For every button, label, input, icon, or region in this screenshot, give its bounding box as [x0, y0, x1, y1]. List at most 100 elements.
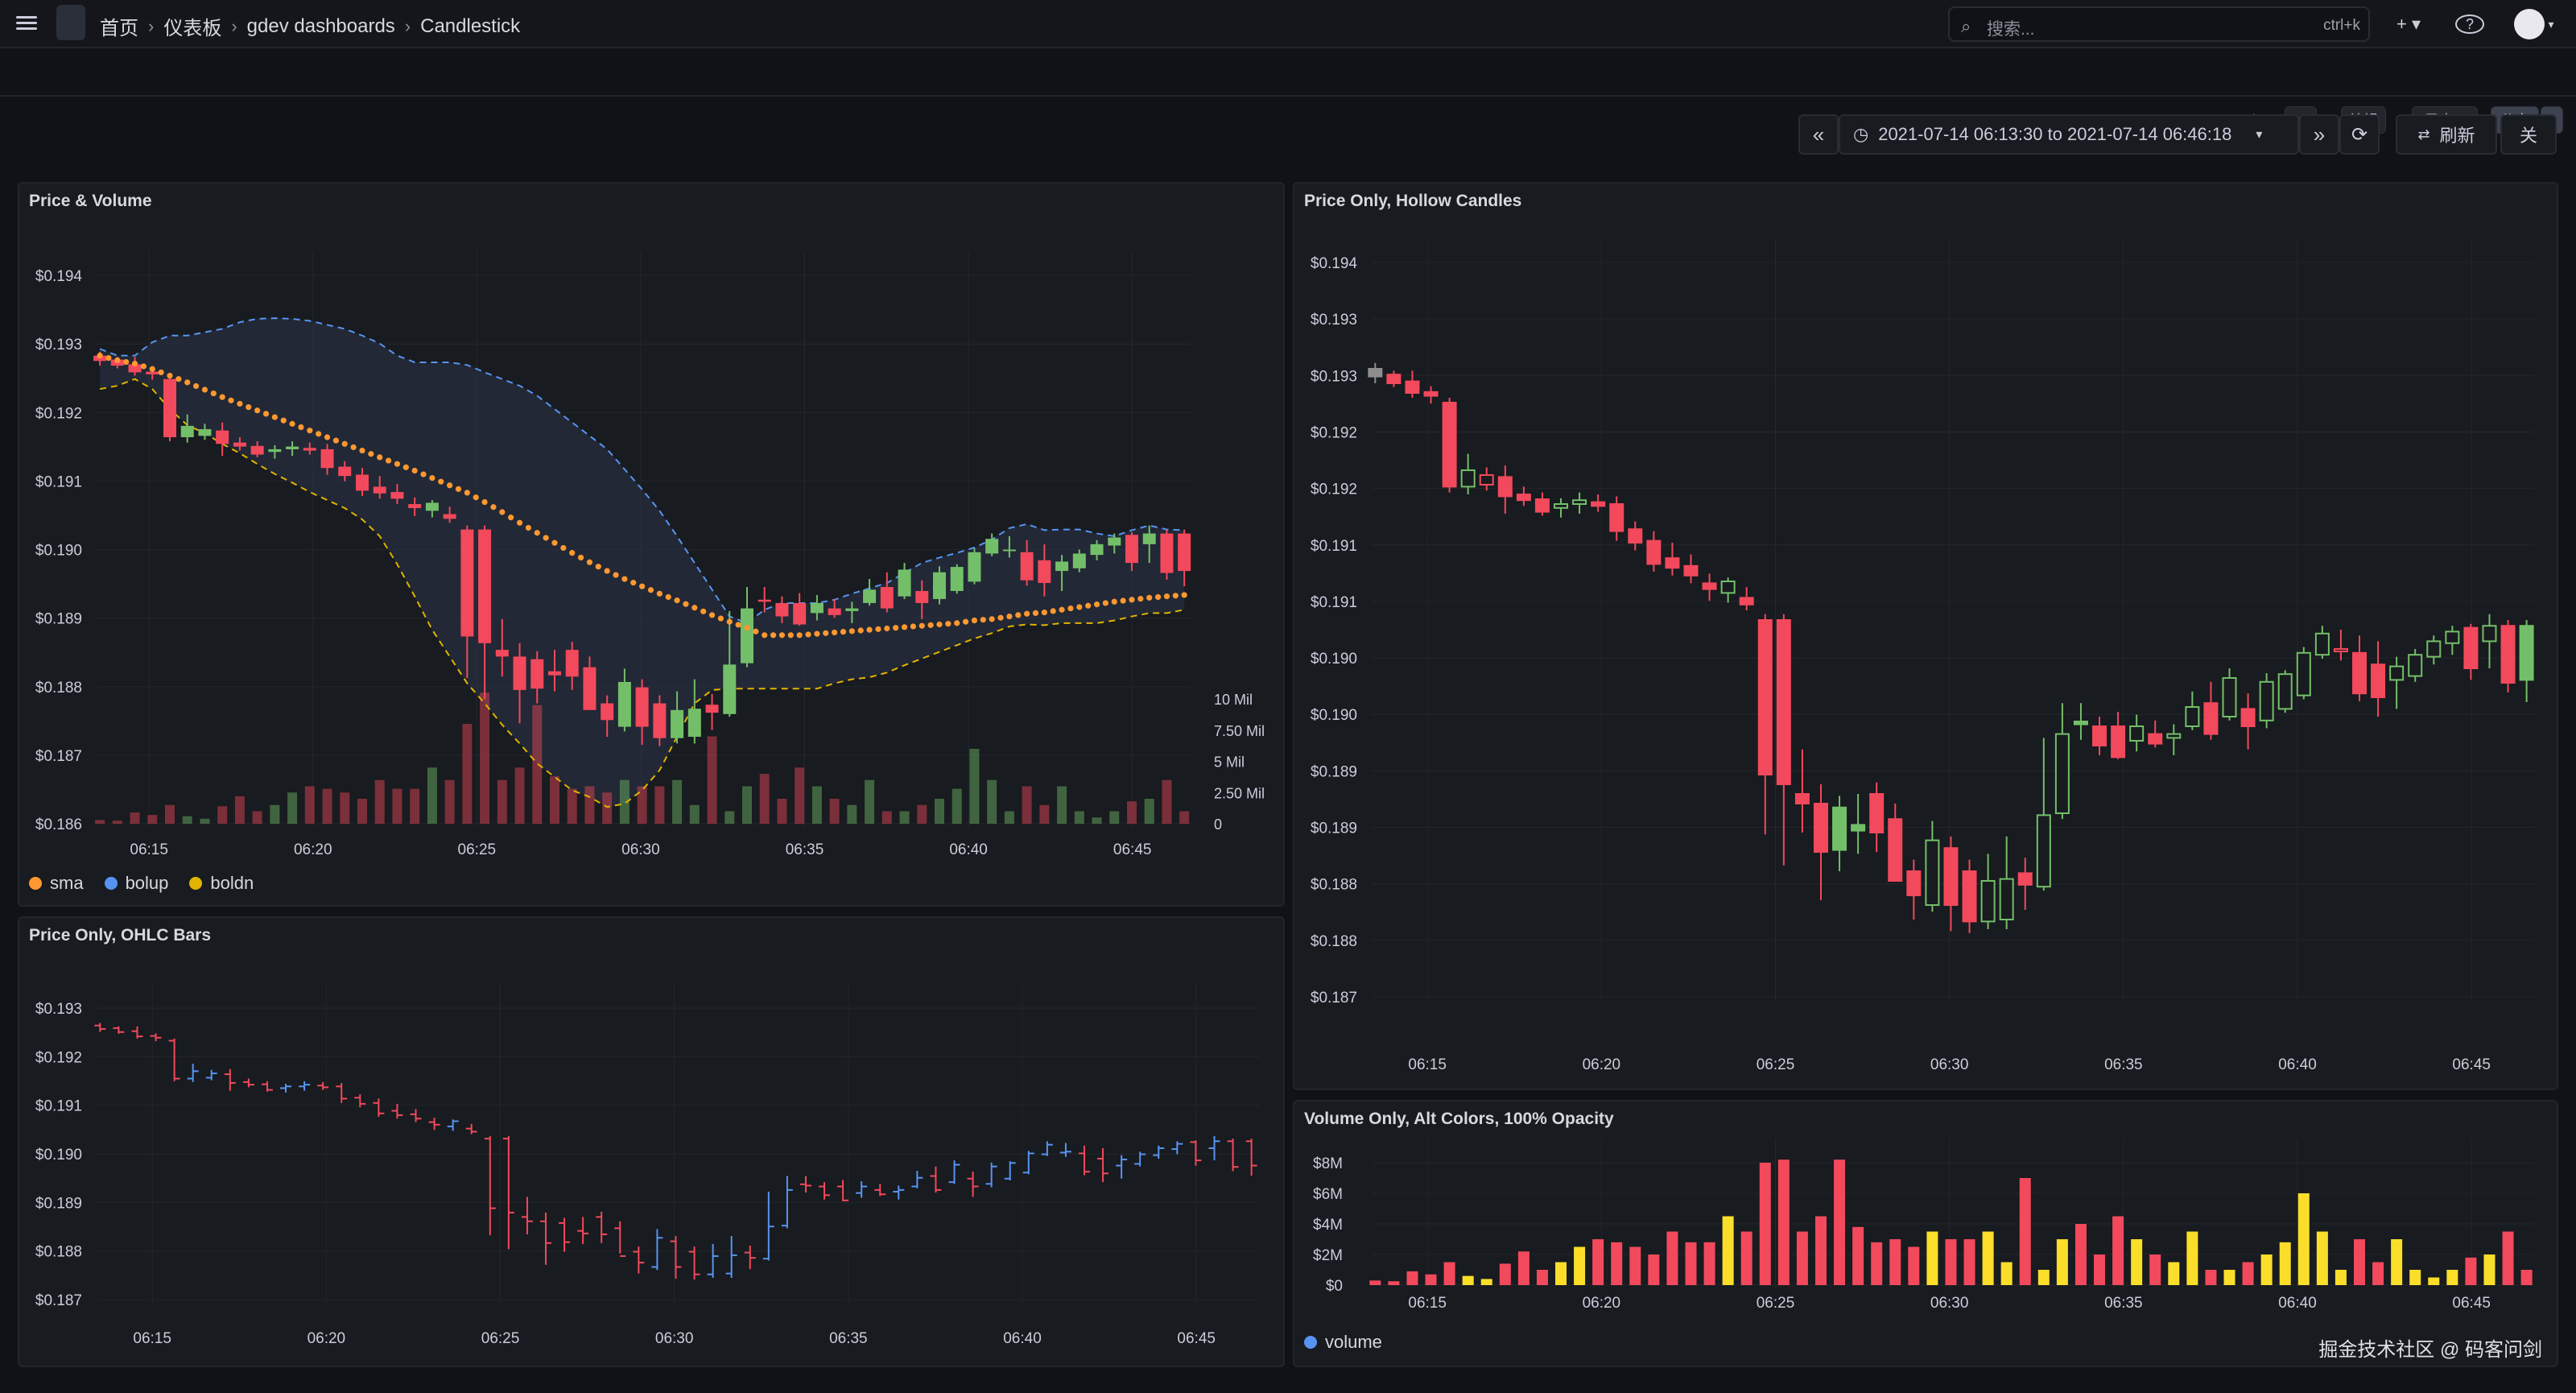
volume-axis-label: 5 Mil	[1214, 754, 1245, 771]
help-icon[interactable]: ?	[2455, 14, 2484, 34]
sma-point	[341, 440, 348, 447]
hollow-candle	[1999, 878, 2014, 920]
filled-candle	[1646, 539, 1662, 565]
volume-bar	[1004, 811, 1014, 824]
add-new-button[interactable]: + ▾	[2396, 14, 2421, 34]
time-range-picker[interactable]: ◷ 2021-07-14 06:13:30 to 2021-07-14 06:4…	[1839, 114, 2299, 155]
volume-bar	[217, 806, 228, 824]
filled-candle	[1757, 619, 1773, 775]
sma-point	[131, 361, 138, 367]
legend-swatch	[104, 877, 118, 890]
volume-bar	[865, 779, 875, 824]
volume-bar	[374, 779, 385, 824]
volume-bar	[2056, 1239, 2068, 1285]
sma-point	[377, 454, 383, 461]
volume-bar	[2279, 1242, 2291, 1285]
x-tick-label: 06:35	[829, 1330, 868, 1347]
sma-point	[534, 530, 540, 536]
sma-point	[1085, 602, 1092, 609]
x-tick-label: 06:25	[458, 841, 497, 858]
sma-point	[1163, 593, 1170, 600]
breadcrumb-folder[interactable]: gdev dashboards	[246, 14, 395, 37]
y-tick-label: $0.193	[35, 337, 82, 353]
sma-point	[875, 626, 881, 632]
zoom-icon[interactable]: ⟳	[2339, 114, 2380, 155]
sma-point	[1172, 593, 1179, 599]
x-tick-label: 06:30	[655, 1330, 694, 1347]
panel-volume-only[interactable]: Volume Only, Alt Colors, 100% Opacity $8…	[1293, 1100, 2558, 1367]
sma-point	[1102, 600, 1108, 606]
filled-candle	[1516, 494, 1531, 502]
sma-point	[394, 461, 401, 467]
y-tick-label: $0.188	[35, 680, 82, 696]
volume-bar	[287, 792, 298, 824]
candle-body	[1160, 533, 1174, 573]
search-placeholder: 搜索...	[1987, 20, 2035, 39]
sma-point	[1059, 606, 1065, 613]
sma-point	[717, 615, 724, 622]
sma-point	[1129, 597, 1135, 603]
candle-body	[286, 446, 299, 449]
legend-label: sma	[50, 873, 84, 893]
volume-bar	[881, 811, 892, 824]
volume-bar	[2131, 1239, 2143, 1285]
breadcrumb-dashboards[interactable]: 仪表板	[163, 18, 222, 39]
menu-icon[interactable]	[16, 13, 37, 34]
breadcrumb-home[interactable]: 首页	[100, 18, 138, 39]
chevron-right-icon: ›	[148, 15, 155, 36]
hollow-candle	[1720, 581, 1736, 594]
volume-bar	[2094, 1255, 2106, 1285]
user-menu[interactable]: ▾	[2512, 6, 2557, 42]
filled-candle	[1888, 818, 1903, 883]
panel-ohlc-bars[interactable]: Price Only, OHLC Bars $0.193 $0.192 $0.191…	[18, 916, 1285, 1367]
sma-point	[753, 628, 759, 634]
time-forward-button[interactable]: »	[2299, 114, 2339, 155]
refresh-button[interactable]: ⇄ 刷新	[2396, 114, 2497, 155]
volume-bar	[1852, 1226, 1864, 1285]
sma-point	[210, 390, 217, 397]
volume-bar	[1648, 1255, 1660, 1285]
candle-body	[1142, 533, 1156, 544]
panel-price-volume[interactable]: Price & Volume $0.194 $0.193 $0.192 $0.191 $…	[18, 182, 1285, 907]
volume-bar	[2372, 1262, 2384, 1285]
filled-candle	[1702, 582, 1717, 590]
legend-item-bolup[interactable]: bolup	[104, 873, 168, 894]
grafana-logo[interactable]	[56, 5, 85, 40]
refresh-interval-picker[interactable]: 关	[2500, 114, 2557, 155]
chart-legend: volume	[1304, 1332, 1382, 1353]
filled-candle	[2371, 663, 2386, 699]
candle-body	[268, 448, 282, 453]
volume-bar	[2223, 1270, 2235, 1285]
time-back-button[interactable]: «	[1798, 114, 1839, 155]
legend-label: volume	[1325, 1332, 1382, 1352]
volume-bar	[200, 818, 210, 824]
volume-bar	[619, 779, 630, 824]
y-tick-label: $0.193	[35, 1001, 82, 1018]
volume-bar	[2409, 1270, 2421, 1285]
volume-bar	[952, 788, 962, 824]
sma-point	[927, 622, 934, 628]
y-tick-label: $0	[1326, 1278, 1343, 1295]
sma-point	[447, 482, 453, 489]
legend-item-volume[interactable]: volume	[1304, 1332, 1382, 1353]
hollow-candle	[2389, 665, 2405, 681]
candle-body	[180, 425, 194, 437]
hollow-candle	[1554, 503, 1569, 509]
panel-hollow-candles[interactable]: Price Only, Hollow Candles $0.194 $0.193 $…	[1293, 182, 2558, 1090]
breadcrumb-current: Candlestick	[420, 14, 521, 37]
sma-point	[866, 626, 873, 633]
candle-body	[338, 466, 352, 477]
volume-bar	[270, 804, 280, 824]
candle-body	[1178, 533, 1191, 572]
volume-bar	[707, 736, 717, 824]
legend-item-sma[interactable]: sma	[29, 873, 84, 894]
y-tick-label: $0.192	[1311, 424, 1357, 441]
panel-title: Price & Volume	[29, 192, 152, 210]
search-input[interactable]: ⌕ 搜索... ctrl+k	[1948, 6, 2370, 42]
legend-item-boldn[interactable]: boldn	[189, 873, 254, 894]
candle-body	[601, 703, 614, 721]
volume-bar	[637, 786, 647, 824]
y-tick-label: $0.187	[1311, 990, 1357, 1007]
filled-candle	[1794, 793, 1810, 804]
